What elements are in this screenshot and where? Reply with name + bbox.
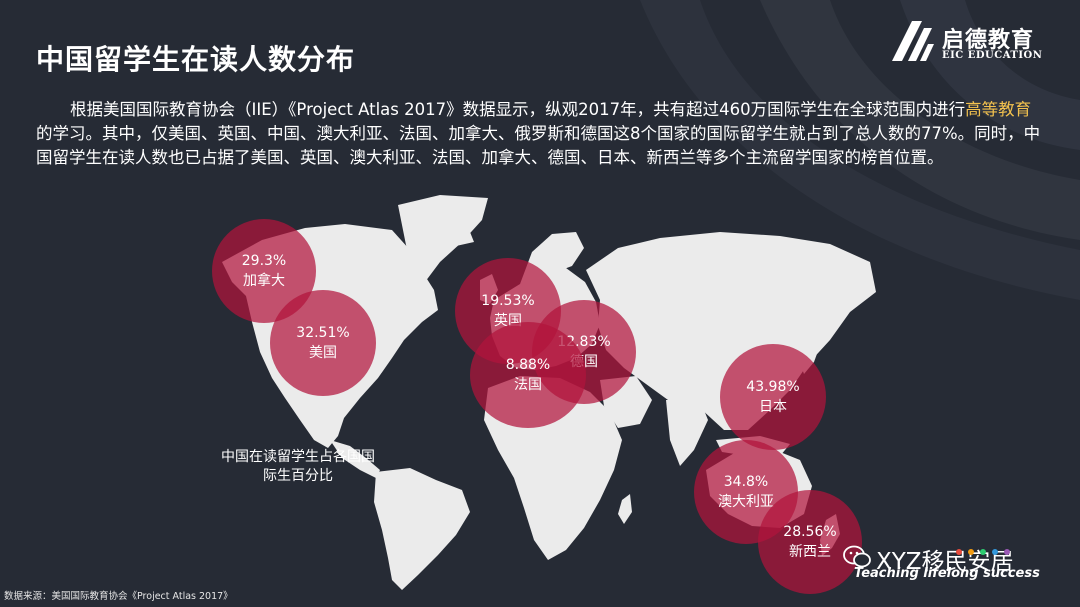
- tagline: Teaching lifelong success: [854, 566, 1040, 581]
- map-south-america: [374, 468, 470, 590]
- map-greenland: [398, 195, 488, 282]
- intro-paragraph: 根据美国国际教育协会（IIE）《Project Atlas 2017》数据显示，…: [36, 98, 1046, 170]
- map-india: [666, 400, 708, 466]
- bubble-country-name: 新西兰: [789, 544, 831, 560]
- bubble-percent: 28.56%: [783, 524, 837, 540]
- watermark-text: XYZ移民安居: [876, 549, 1014, 575]
- map-central-america: [330, 440, 380, 478]
- bubble-percent: 32.51%: [296, 325, 350, 341]
- bubble-country-name: 法国: [514, 377, 542, 393]
- source-note: 数据来源：美国国际教育协会《Project Atlas 2017》: [4, 591, 233, 602]
- intro-text-after: 的学习。其中，仅美国、英国、中国、澳大利亚、法国、加拿大、俄罗斯和德国这8个国家…: [36, 124, 1041, 167]
- legend-note: 中国在读留学生占各国国际生百分比: [221, 449, 375, 484]
- map-madagascar: [618, 494, 632, 524]
- bubble-france: 8.88% 法国: [470, 322, 586, 428]
- eic-logo-icon: [892, 21, 934, 61]
- bubble-percent: 19.53%: [481, 293, 535, 309]
- bubble-percent: 34.8%: [723, 474, 769, 490]
- brand-name: 启德教育: [942, 28, 1035, 53]
- bubble-japan: 43.98% 日本: [720, 344, 826, 450]
- bubble-country-name: 澳大利亚: [718, 494, 774, 510]
- intro-text-before: 根据美国国际教育协会（IIE）《Project Atlas 2017》数据显示，…: [70, 100, 966, 119]
- bubble-percent: 8.88%: [505, 357, 551, 373]
- watermark: XYZ移民安居: [834, 540, 1074, 584]
- intro-highlight: 高等教育: [965, 100, 1032, 119]
- bubble-country-name: 美国: [309, 345, 337, 361]
- map-asia: [586, 232, 876, 430]
- brand-subtitle: EIC EDUCATION: [942, 50, 1043, 61]
- page-title: 中国留学生在读人数分布: [36, 43, 356, 76]
- bubble-country-name: 日本: [759, 399, 787, 415]
- brand-logo: 启德教育 EIC EDUCATION: [888, 18, 1058, 68]
- color-dots-decoration: [956, 549, 1010, 555]
- bubble-usa: 32.51% 美国: [270, 290, 376, 396]
- wechat-icon: [843, 545, 871, 568]
- map-iceland: [452, 232, 474, 246]
- bubble-new-zealand: 28.56% 新西兰: [758, 490, 862, 594]
- bubble-percent: 43.98%: [746, 379, 800, 395]
- bubble-percent: 29.3%: [241, 253, 287, 269]
- bubble-country-name: 加拿大: [243, 273, 285, 289]
